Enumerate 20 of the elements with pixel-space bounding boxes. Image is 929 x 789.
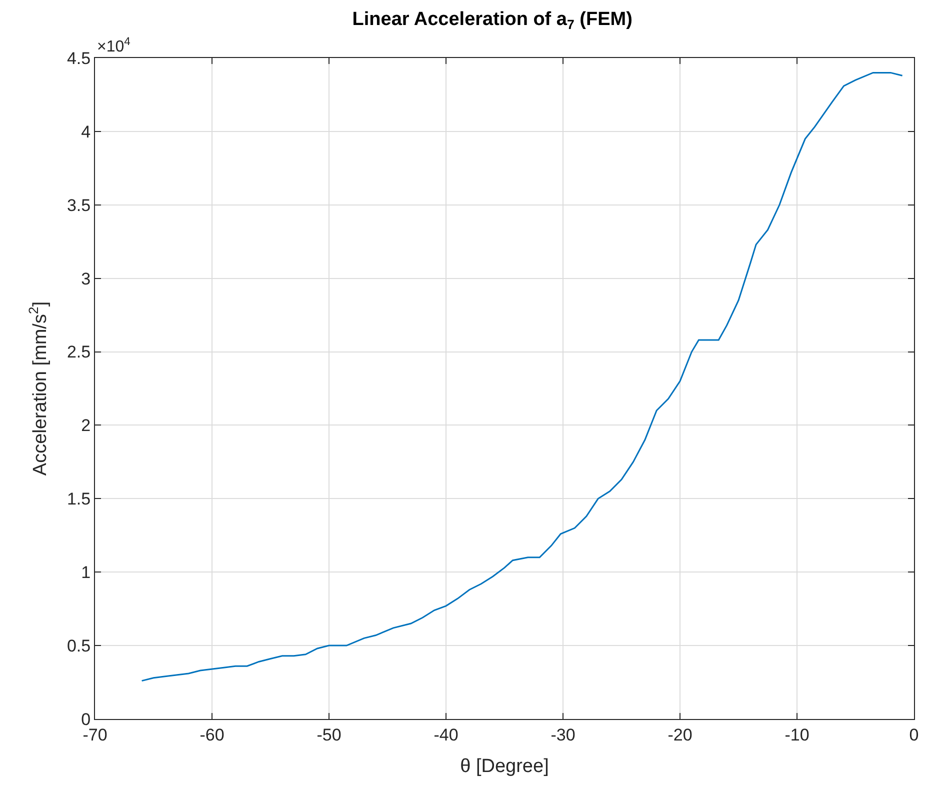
x-tick-label: -30 bbox=[550, 725, 576, 744]
y-tick-label: 2.5 bbox=[66, 342, 91, 362]
y-tick-label: 3.5 bbox=[66, 196, 91, 215]
x-tick-label: -50 bbox=[316, 725, 342, 744]
y-tick-label: 4 bbox=[81, 122, 91, 142]
x-tick-label: -60 bbox=[200, 725, 224, 744]
line-series bbox=[141, 72, 904, 682]
y-tick-label: 3 bbox=[81, 269, 91, 288]
x-tick-label: -10 bbox=[784, 725, 810, 744]
y-tick-label: 1 bbox=[81, 563, 91, 582]
x-tick-label: -20 bbox=[668, 725, 692, 744]
chart-title: Linear Acceleration of a$_{7}$ (FEM) bbox=[352, 9, 632, 32]
text: ×10$^{4}$ bbox=[97, 36, 130, 56]
y-tick-label: 2 bbox=[81, 416, 91, 436]
y-tick-label: 0.5 bbox=[66, 636, 91, 656]
y-tick-label: 1.5 bbox=[66, 490, 91, 509]
y-tick-label: 4.5 bbox=[66, 48, 91, 68]
x-axis-title: θ [Degree] bbox=[460, 756, 549, 778]
x-tick-label: -40 bbox=[434, 725, 458, 744]
x-tick-label: 0 bbox=[909, 725, 919, 744]
